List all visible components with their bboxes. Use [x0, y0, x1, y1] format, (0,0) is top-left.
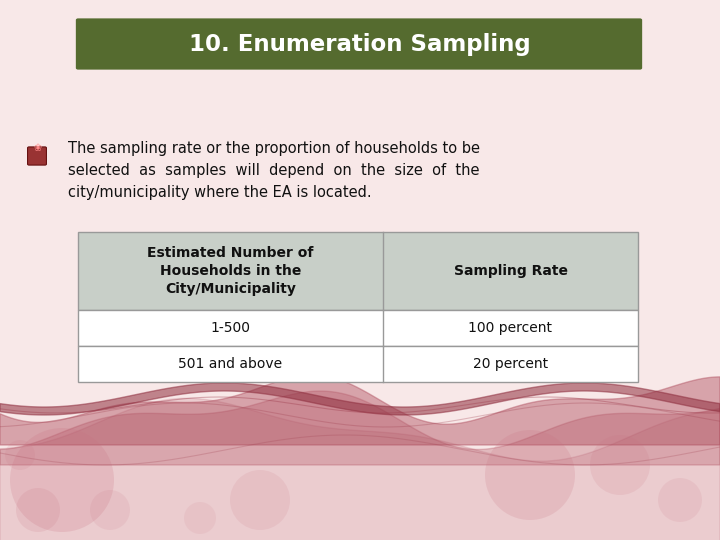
- Ellipse shape: [230, 470, 290, 530]
- Text: Sampling Rate: Sampling Rate: [454, 264, 567, 278]
- Ellipse shape: [10, 428, 114, 532]
- FancyBboxPatch shape: [78, 346, 638, 382]
- Text: Estimated Number of
Households in the
City/Municipality: Estimated Number of Households in the Ci…: [148, 246, 314, 296]
- FancyBboxPatch shape: [78, 232, 638, 310]
- Text: The sampling rate or the proportion of households to be: The sampling rate or the proportion of h…: [68, 140, 480, 156]
- Text: 501 and above: 501 and above: [179, 357, 282, 371]
- Ellipse shape: [184, 502, 216, 534]
- Ellipse shape: [485, 430, 575, 520]
- Ellipse shape: [658, 478, 702, 522]
- Text: ❀: ❀: [34, 143, 42, 153]
- FancyBboxPatch shape: [27, 147, 46, 165]
- Ellipse shape: [90, 490, 130, 530]
- FancyBboxPatch shape: [78, 310, 638, 346]
- FancyBboxPatch shape: [76, 18, 642, 70]
- Ellipse shape: [16, 488, 60, 532]
- Text: 10. Enumeration Sampling: 10. Enumeration Sampling: [189, 32, 531, 56]
- Text: 100 percent: 100 percent: [469, 321, 552, 335]
- Text: 1-500: 1-500: [210, 321, 251, 335]
- Text: selected  as  samples  will  depend  on  the  size  of  the: selected as samples will depend on the s…: [68, 163, 480, 178]
- Ellipse shape: [590, 435, 650, 495]
- Ellipse shape: [5, 440, 35, 470]
- Text: city/municipality where the EA is located.: city/municipality where the EA is locate…: [68, 185, 372, 199]
- Text: 20 percent: 20 percent: [473, 357, 548, 371]
